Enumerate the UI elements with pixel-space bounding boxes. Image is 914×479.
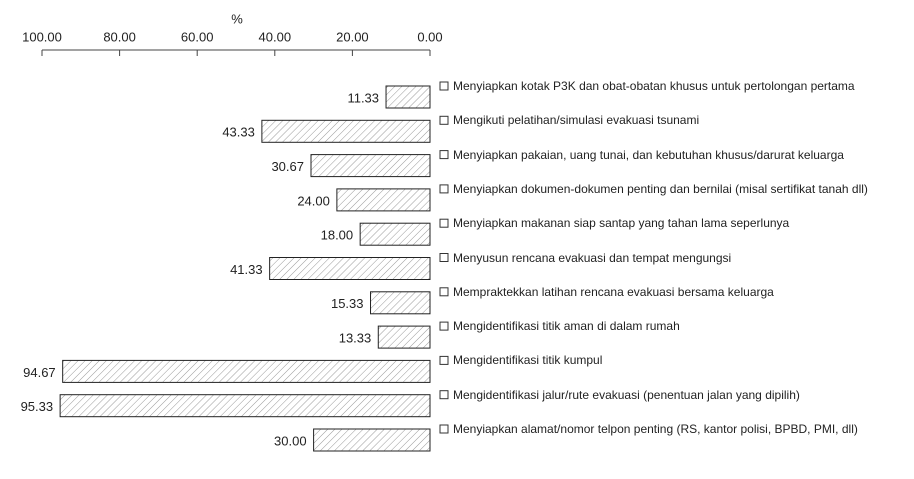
- bar: [59, 394, 431, 418]
- x-tick-label: 60.00: [181, 29, 214, 44]
- data-label: 43.33: [222, 125, 255, 140]
- category-marker: [439, 81, 449, 91]
- category-marker: [439, 321, 449, 331]
- category-label: Mengidentifikasi titik aman di dalam rum…: [453, 319, 680, 334]
- data-label: 94.67: [23, 365, 56, 380]
- data-label: 30.67: [271, 159, 304, 174]
- x-tick-label: 0.00: [417, 29, 442, 44]
- category-marker: [439, 150, 449, 160]
- bar: [385, 85, 431, 109]
- category-marker: [439, 424, 449, 434]
- bar: [310, 154, 431, 178]
- data-label: 15.33: [331, 296, 364, 311]
- bar: [313, 428, 431, 452]
- category-label: Mempraktekkan latihan rencana evakuasi b…: [453, 284, 774, 299]
- category-marker: [439, 355, 449, 365]
- x-tick-label: 80.00: [103, 29, 136, 44]
- bar: [269, 257, 431, 280]
- category-label: Menyiapkan alamat/nomor telpon penting (…: [453, 422, 858, 436]
- category-marker: [439, 287, 449, 297]
- category-label: Menyusun rencana evakuasi dan tempat men…: [453, 250, 732, 265]
- category-label: Menyiapkan kotak P3K dan obat-obatan khu…: [453, 79, 855, 93]
- bar: [62, 359, 431, 383]
- x-axis-label: %: [231, 11, 243, 26]
- category-label: Menyiapkan pakaian, uang tunai, dan kebu…: [453, 147, 844, 162]
- data-label: 18.00: [321, 228, 354, 243]
- x-tick-label: 20.00: [336, 29, 369, 44]
- data-label: 11.33: [347, 90, 379, 105]
- category-label: Menyiapkan makanan siap santap yang taha…: [453, 216, 790, 231]
- category-label: Mengidentifikasi titik kumpul: [453, 353, 603, 368]
- category-marker: [439, 218, 449, 228]
- category-label: Mengidentifikasi jalur/rute evakuasi (pe…: [453, 387, 800, 402]
- category-label: Mengikuti pelatihan/simulasi evakuasi ts…: [453, 113, 700, 128]
- data-label: 24.00: [297, 193, 330, 208]
- data-label: 95.33: [21, 399, 54, 414]
- data-label: 13.33: [339, 331, 372, 346]
- category-marker: [439, 390, 449, 400]
- data-label: 41.33: [230, 262, 263, 277]
- bar: [370, 291, 431, 315]
- category-marker: [439, 184, 449, 194]
- bar: [336, 188, 431, 212]
- category-label: Menyiapkan dokumen-dokumen penting dan b…: [453, 181, 868, 196]
- data-label: 30.00: [274, 433, 307, 448]
- category-marker: [439, 115, 449, 125]
- bar: [359, 222, 431, 246]
- x-tick-label: 40.00: [259, 29, 292, 44]
- category-marker: [439, 253, 449, 262]
- bar: [377, 325, 431, 349]
- bar: [261, 119, 431, 143]
- x-tick-label: 100.00: [22, 29, 62, 44]
